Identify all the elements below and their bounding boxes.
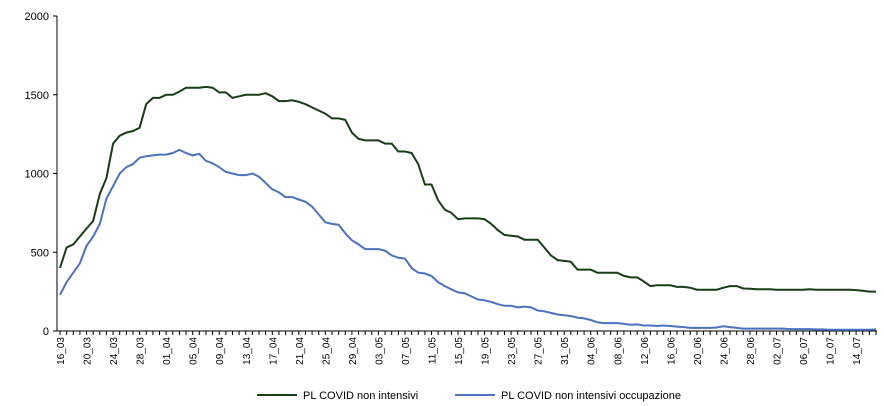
x-tick-label: 16_06 <box>666 337 677 365</box>
x-tick-label: 28_03 <box>136 337 147 365</box>
x-tick-label: 02_07 <box>772 337 783 365</box>
x-tick-label: 27_05 <box>534 337 545 365</box>
x-tick-label: 04_06 <box>587 337 598 365</box>
x-tick-label: 14_07 <box>852 337 863 365</box>
x-tick-label: 21_04 <box>295 337 306 365</box>
legend-label: PL COVID non intensivi <box>303 390 418 402</box>
y-tick-label: 0 <box>43 326 49 338</box>
y-tick-label: 2000 <box>25 11 49 23</box>
series-line <box>59 85 876 293</box>
x-tick-label: 05_04 <box>189 337 200 365</box>
series-line <box>59 148 877 331</box>
y-tick-label: 500 <box>31 247 49 259</box>
x-tick-label: 20_06 <box>693 337 704 365</box>
x-tick-label: 24_03 <box>109 337 120 365</box>
x-tick-label: 25_04 <box>321 337 332 365</box>
x-tick-label: 11_05 <box>428 337 439 365</box>
y-tick-label: 1500 <box>25 90 49 102</box>
x-tick-label: 03_05 <box>374 337 385 365</box>
x-tick-label: 20_03 <box>83 337 94 365</box>
x-tick-label: 19_05 <box>481 337 492 365</box>
x-tick-label: 06_07 <box>799 337 810 365</box>
x-tick-label: 12_06 <box>640 337 651 365</box>
x-tick-label: 09_04 <box>215 337 226 365</box>
x-tick-label: 17_04 <box>268 337 279 365</box>
x-tick-label: 23_05 <box>507 337 518 365</box>
x-tick-label: 31_05 <box>560 337 571 365</box>
x-tick-label: 13_04 <box>242 337 253 365</box>
x-tick-label: 01_04 <box>162 337 173 365</box>
x-tick-label: 08_06 <box>613 337 624 365</box>
x-tick-label: 28_06 <box>746 337 757 365</box>
y-tick-label: 1000 <box>25 169 49 181</box>
x-tick-label: 24_06 <box>719 337 730 365</box>
x-tick-label: 10_07 <box>826 337 837 365</box>
x-tick-label: 15_05 <box>454 337 465 365</box>
x-tick-label: 29_04 <box>348 337 359 365</box>
x-tick-label: 07_05 <box>401 337 412 365</box>
legend-label: PL COVID non intensivi occupazione <box>501 390 681 402</box>
x-tick-label: 16_03 <box>56 337 67 365</box>
